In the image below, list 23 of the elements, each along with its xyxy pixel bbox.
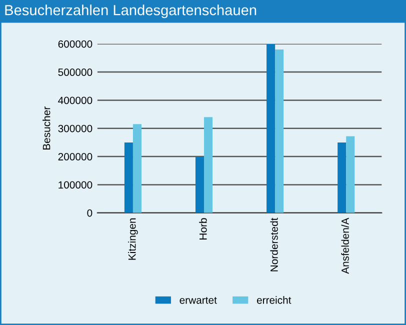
bar xyxy=(195,156,204,213)
bar xyxy=(266,44,276,213)
legend-label: erwartet xyxy=(180,296,217,304)
x-tick-label: Ansfelden/A xyxy=(341,218,349,274)
bar xyxy=(124,142,133,213)
y-tick-label: 200000 xyxy=(58,153,92,160)
x-tick-label: Norderstedt xyxy=(270,218,278,272)
y-tick-label: 500000 xyxy=(58,68,92,76)
y-tick-label: 400000 xyxy=(58,96,92,104)
x-tick-label: Horb xyxy=(199,218,207,240)
y-tick-label: 0 xyxy=(87,209,92,217)
y-tick-label: 300000 xyxy=(58,124,92,132)
bar xyxy=(132,124,142,213)
bar xyxy=(338,142,346,213)
y-tick-label: 600000 xyxy=(58,40,92,48)
legend-label: erreicht xyxy=(256,296,292,304)
y-tick-label: 100000 xyxy=(58,181,92,189)
bar xyxy=(275,50,284,213)
bar xyxy=(346,136,355,213)
bar xyxy=(204,117,213,213)
chart-title: Besucherzahlen Landesgartenschauen xyxy=(5,4,256,18)
x-tick-label: Kitzingen xyxy=(128,218,138,260)
y-axis-title: Besucher xyxy=(42,106,50,150)
